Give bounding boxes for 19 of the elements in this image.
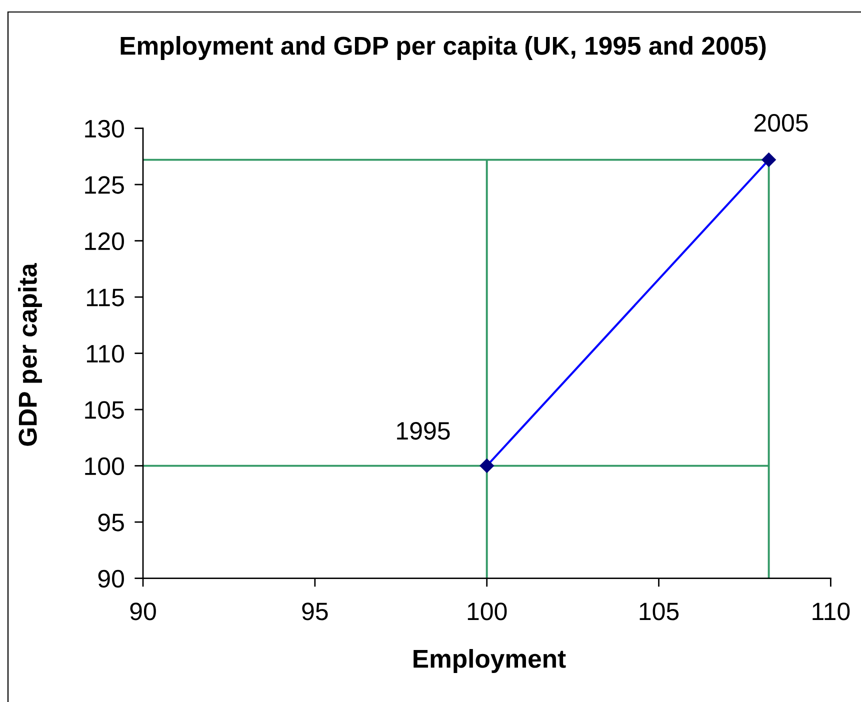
y-tick-label: 110: [86, 344, 124, 363]
x-tick-label: 90: [130, 602, 156, 620]
x-tick-label: 105: [640, 602, 679, 620]
y-tick-label: 95: [98, 514, 124, 532]
y-tick-label: 130: [85, 120, 124, 138]
y-tick-label: 125: [85, 176, 124, 194]
y-axis-title: GDP per capita: [18, 262, 42, 446]
y-tick-label: 120: [85, 232, 124, 250]
y-tick-label: 100: [85, 457, 124, 476]
x-tick-label: 100: [468, 602, 507, 620]
x-tick-label: 110: [812, 602, 850, 620]
annotation: 1995: [397, 422, 450, 440]
annotation: 2005: [754, 114, 808, 132]
x-tick-label: 95: [302, 602, 328, 620]
x-axis-title: Employment: [414, 649, 566, 673]
chart-title: Employment and GDP per capita (UK, 1995 and 2005): [120, 36, 766, 60]
y-tick-label: 90: [98, 570, 124, 588]
y-tick-label: 105: [85, 401, 124, 419]
y-tick-label: 115: [86, 288, 124, 306]
